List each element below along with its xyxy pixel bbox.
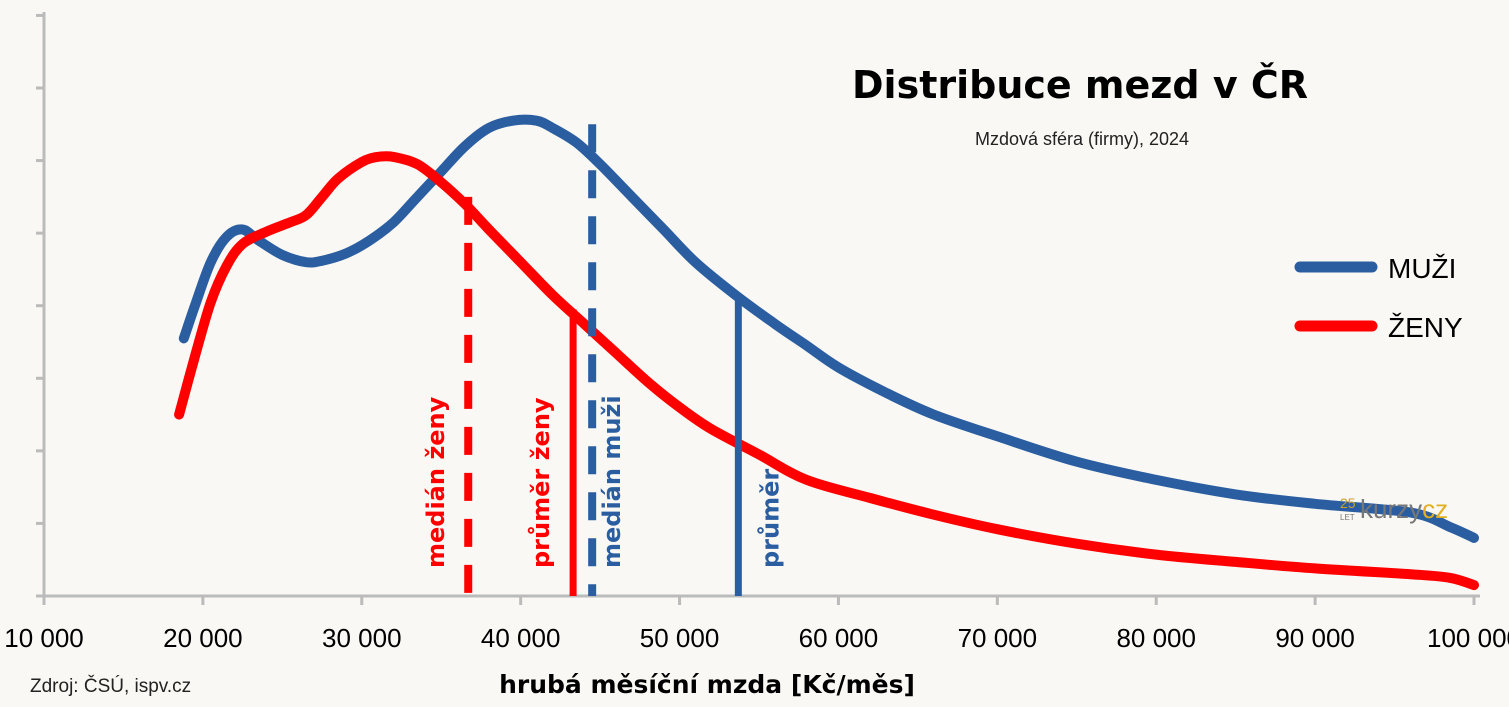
chart-subtitle: Mzdová sféra (firmy), 2024: [975, 129, 1189, 149]
series-layer: [174, 114, 1479, 591]
x-axis-tick-labels: 10 000 20 000 30 000 40 000 50 000 60 000 70 0…: [4, 623, 1509, 653]
x-tick-label: 60 000: [799, 623, 879, 653]
chart-title: Distribuce mezd v ČR: [852, 63, 1308, 107]
logo-text-kurzy: kurzy: [1360, 494, 1422, 524]
x-tick-label: 20 000: [163, 623, 243, 653]
marker-label-0: medián ženy: [422, 396, 450, 568]
marker-label-1: průměr ženy: [527, 397, 555, 568]
kurzy-logo: 25 LET kurzycz: [1340, 494, 1448, 524]
legend-label-muzi: MUŽI: [1388, 253, 1456, 284]
x-axis-ticks: [42, 596, 1476, 605]
x-tick-label: 80 000: [1116, 623, 1196, 653]
x-tick-label: 50 000: [640, 623, 720, 653]
logo-text-cz: cz: [1422, 494, 1448, 524]
x-tick-label: 90 000: [1275, 623, 1355, 653]
marker-label-2: medián muži: [598, 395, 626, 568]
x-axis-label: hrubá měsíční mzda [Kč/měs]: [499, 670, 915, 699]
logo-text: kurzycz: [1360, 494, 1448, 524]
series-line-muzi: [178, 114, 1479, 543]
y-axis-ticks: [36, 13, 44, 598]
logo-years: 25: [1340, 495, 1356, 511]
legend-label-zeny: ŽENY: [1388, 312, 1463, 343]
x-tick-label: 10 000: [4, 623, 84, 653]
x-tick-label: 40 000: [481, 623, 561, 653]
series-line-zeny: [174, 151, 1479, 591]
x-tick-label: 70 000: [958, 623, 1038, 653]
source-note: Zdroj: ČSÚ, ispv.cz: [30, 675, 191, 697]
legend: MUŽI ŽENY: [1294, 253, 1463, 343]
marker-layer: medián ženy průměr ženy medián muži průměr: [422, 124, 784, 596]
logo-years-sub: LET: [1340, 513, 1355, 522]
marker-label-3: průměr: [756, 469, 784, 568]
x-tick-label: 100 000: [1427, 623, 1509, 653]
x-tick-label: 30 000: [322, 623, 402, 653]
